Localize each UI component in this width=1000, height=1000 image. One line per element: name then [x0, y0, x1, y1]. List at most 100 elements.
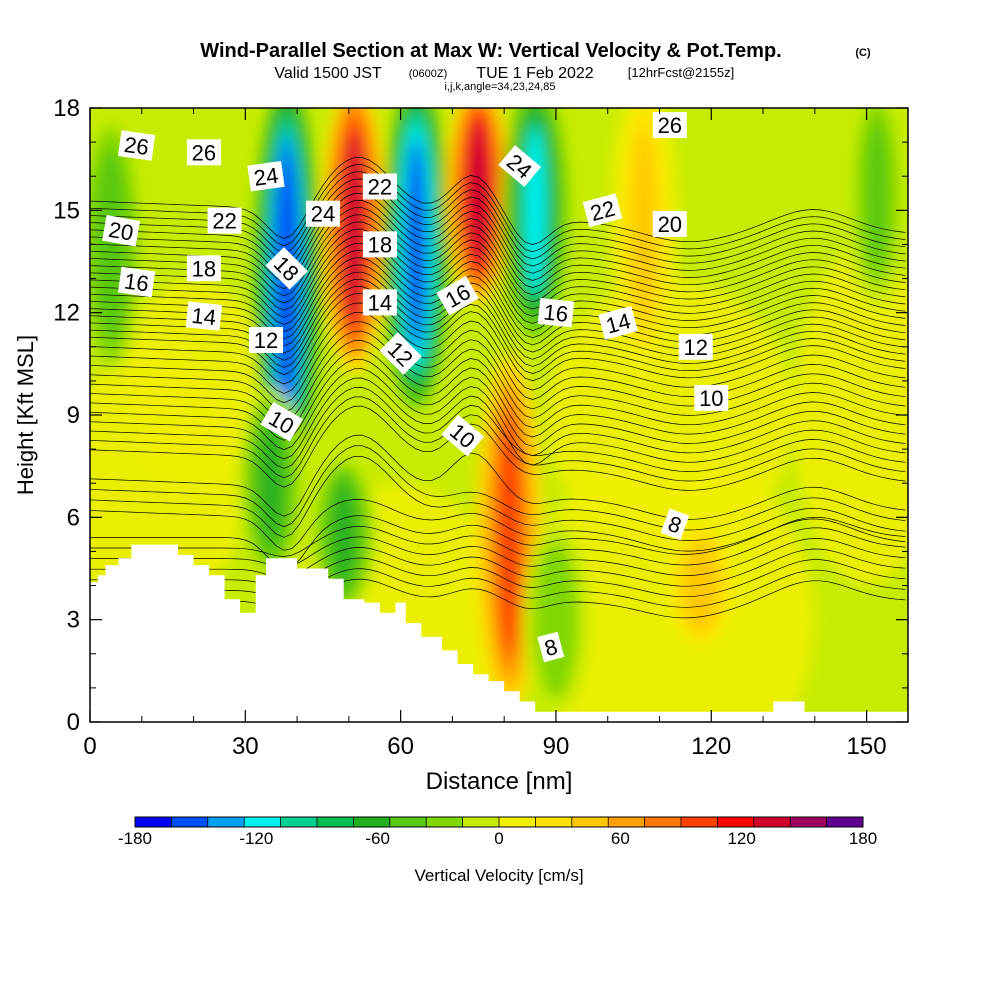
copyright-mark: (C): [855, 47, 871, 59]
contour-label-box: [249, 327, 283, 353]
colorbar-swatch: [535, 817, 573, 827]
contour-label-box: [537, 631, 565, 663]
contour-label-box: [694, 384, 729, 411]
velocity-core: [499, 416, 520, 652]
chart-subtitle-indices: i,j,k,angle=34,23,24,85: [444, 81, 555, 93]
x-tick-label: 60: [387, 733, 414, 760]
theta-contour: [90, 405, 906, 491]
theta-contour: [90, 536, 906, 576]
velocity-core: [333, 483, 355, 586]
contour-label-text: 16: [123, 268, 151, 296]
theta-contour: [90, 557, 906, 598]
x-tick-label: 30: [232, 733, 259, 760]
theta-contour: [90, 185, 906, 274]
velocity-core: [260, 421, 282, 546]
contour-label-box: [436, 275, 479, 316]
theta-contour: [90, 250, 906, 339]
contour-label-text: 24: [252, 163, 280, 191]
contour-label: 22: [582, 193, 623, 228]
theta-contour: [90, 243, 906, 331]
colorbar-swatch: [753, 817, 791, 827]
colorbar-swatch: [644, 817, 682, 827]
contour-label-box: [362, 231, 397, 258]
velocity-core: [405, 138, 427, 351]
colorbar-swatch: [826, 817, 864, 827]
colorbar-swatch: [317, 817, 354, 827]
velocity-blob: [121, 278, 267, 484]
theta-contour: [90, 264, 906, 353]
y-tick-label: 0: [67, 709, 80, 736]
contour-label: 24: [247, 160, 285, 192]
contour-label: 14: [598, 305, 638, 340]
theta-contour: [90, 214, 906, 303]
y-tick-label: 9: [67, 402, 80, 429]
velocity-core: [545, 557, 567, 682]
theta-contour: [90, 455, 906, 541]
theta-contour: [90, 228, 906, 317]
contour-label-box: [306, 200, 340, 227]
x-axis: 0 30 60 90 120 150: [83, 108, 887, 760]
y-tick-label: 15: [53, 197, 80, 224]
colorbar-swatch: [608, 817, 646, 827]
contour-label-text: 12: [683, 335, 707, 360]
contour-label: 16: [537, 297, 575, 328]
contour-label-text: 18: [368, 232, 392, 257]
contour-label: 18: [362, 231, 397, 258]
contour-label-text: 26: [123, 132, 151, 160]
colorbar-swatch: [499, 817, 536, 827]
contour-label-box: [652, 211, 687, 237]
velocity-blob: [794, 244, 908, 586]
contour-label: 14: [185, 301, 223, 331]
theta-contour: [90, 192, 906, 281]
chart-subtitle-utc: (0600Z): [409, 68, 448, 80]
theta-contour: [90, 311, 906, 400]
contour-label: 24: [306, 200, 340, 227]
chart-title: Wind-Parallel Section at Max W: Vertical…: [200, 40, 781, 62]
colorbar-tick-label: 0: [494, 829, 503, 848]
theta-contour: [90, 547, 906, 587]
colorbar-tick-label: -180: [118, 829, 152, 848]
contour-label-text: 20: [107, 217, 135, 246]
contour-label-box: [186, 255, 221, 282]
contour-label-box: [247, 160, 285, 192]
colorbar-swatch: [571, 817, 609, 827]
contour-label-box: [379, 332, 422, 375]
contour-label-box: [265, 247, 308, 290]
colorbar-label: Vertical Velocity [cm/s]: [414, 866, 583, 885]
contour-label-box: [537, 297, 575, 328]
contour-label-box: [598, 305, 638, 340]
colorbar-swatch: [426, 817, 464, 827]
contour-label-text: 22: [368, 175, 392, 200]
contour-label-box: [260, 402, 303, 442]
theta-contour: [90, 286, 906, 374]
contour-label: 22: [207, 207, 242, 234]
colorbar-tick-label: 120: [727, 829, 755, 848]
contour-label-text: 16: [542, 299, 569, 326]
terrain-mask: [90, 544, 908, 722]
contour-label: 20: [102, 215, 141, 247]
y-tick-label: 3: [67, 607, 80, 634]
contour-label-box: [207, 207, 242, 234]
velocity-core: [343, 132, 365, 323]
contour-label-text: 22: [212, 209, 236, 234]
colorbar-swatch: [353, 817, 391, 827]
theta-contour: [90, 396, 906, 482]
theta-contour: [90, 157, 906, 245]
theta-contour: [90, 278, 906, 367]
contour-label: 26: [186, 139, 221, 166]
contour-label-box: [678, 333, 713, 360]
contour-label-box: [582, 193, 623, 228]
theta-contour: [90, 321, 906, 410]
velocity-core: [467, 120, 489, 267]
theta-contour: [90, 445, 906, 531]
theta-contour: [90, 525, 906, 566]
contour-label-box: [185, 301, 223, 331]
colorbar-swatch: [389, 817, 427, 827]
contour-label-box: [652, 112, 687, 139]
theta-contour: [90, 368, 906, 457]
contour-label-box: [186, 139, 221, 166]
contour-label: 8: [537, 631, 565, 663]
chart-subtitle-date: TUE 1 Feb 2022: [476, 65, 594, 82]
